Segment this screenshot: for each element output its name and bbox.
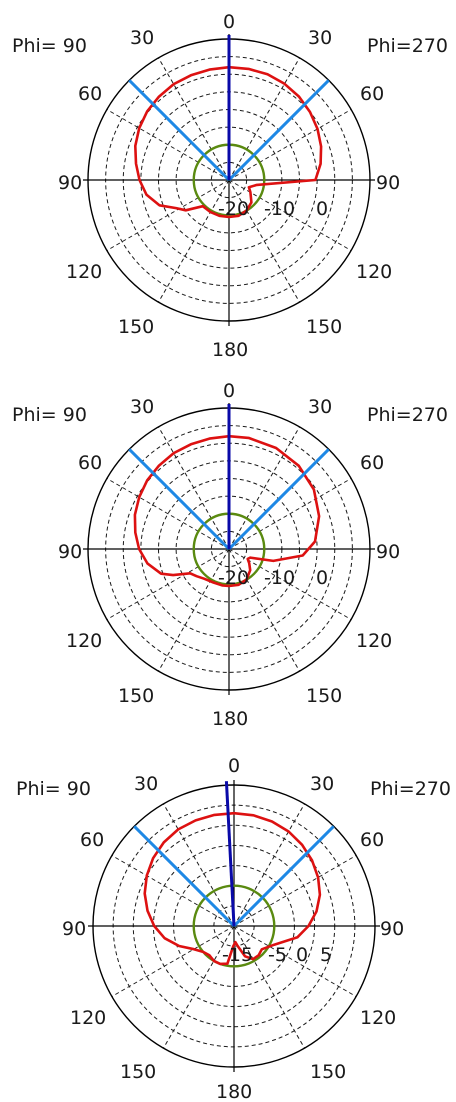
angle-label-30-right: 30	[310, 773, 334, 795]
plot-layer-1	[83, 34, 375, 326]
angle-label-60-right: 60	[360, 452, 384, 474]
grid-spoke	[158, 179, 230, 303]
polar-chart-1: Phi= 90 Phi=270 0 30 30 60 60 90 90 120 …	[12, 11, 448, 361]
angle-label-0: 0	[223, 11, 235, 33]
beam-line	[227, 448, 330, 551]
angle-label-150-left: 150	[120, 1061, 156, 1083]
radial-tick-label: 0	[316, 567, 328, 589]
radial-tick-label: 0	[316, 198, 328, 220]
angle-label-30-right: 30	[308, 396, 332, 418]
angle-label-60-left: 60	[80, 829, 104, 851]
angle-label-30-left: 30	[130, 27, 154, 49]
grid-spoke	[228, 57, 300, 181]
grid-spoke	[106, 478, 230, 550]
pattern-curve	[133, 434, 321, 588]
grid-spoke	[158, 57, 230, 181]
radial-tick-label: -20	[218, 567, 249, 589]
grid-spoke	[163, 803, 235, 927]
radial-tick-label: -10	[264, 567, 295, 589]
plot-layer-3	[88, 780, 380, 1072]
angle-label-0: 0	[228, 755, 240, 777]
angle-label-60-right: 60	[360, 83, 384, 105]
beam-line	[133, 825, 236, 928]
grid-spoke	[106, 548, 230, 620]
phi-right-label: Phi=270	[367, 35, 448, 57]
angle-label-90-left: 90	[58, 172, 82, 194]
angle-label-90-right: 90	[376, 172, 400, 194]
grid-spoke	[228, 426, 300, 550]
angle-label-0: 0	[223, 380, 235, 402]
radial-tick-label: -10	[264, 198, 295, 220]
angle-label-120-right: 120	[356, 630, 392, 652]
polar-chart-3: Phi= 90 Phi=270 0 30 30 60 60 90 90 120 …	[16, 755, 451, 1102]
grid-spoke	[158, 548, 230, 672]
angle-label-90-right: 90	[380, 918, 404, 940]
angle-label-120-left: 120	[66, 630, 102, 652]
grid-spoke	[228, 179, 300, 303]
angle-label-120-left: 120	[66, 261, 102, 283]
angle-label-120-right: 120	[356, 261, 392, 283]
grid-spoke	[111, 855, 235, 927]
grid-spoke	[163, 925, 235, 1049]
outer-ring	[92, 784, 376, 1068]
phi-left-label: Phi= 90	[16, 778, 91, 800]
phi-left-label: Phi= 90	[12, 35, 87, 57]
angle-label-90-right: 90	[376, 541, 400, 563]
polar-chart-2: Phi= 90 Phi=270 0 30 30 60 60 90 90 120 …	[12, 380, 448, 730]
radial-tick-label: -15	[222, 944, 253, 966]
angle-label-60-left: 60	[78, 452, 102, 474]
angle-label-150-right: 150	[310, 1061, 346, 1083]
grid-spoke	[158, 426, 230, 550]
grid-spoke	[233, 925, 305, 1049]
reference-ring	[192, 884, 276, 968]
grid-spoke	[228, 548, 300, 672]
beam-line	[128, 79, 231, 182]
radial-tick-label: 0	[296, 944, 308, 966]
angle-label-150-right: 150	[306, 685, 342, 707]
grid-spoke	[228, 478, 352, 550]
angle-label-90-left: 90	[58, 541, 82, 563]
angle-label-30-left: 30	[130, 396, 154, 418]
pattern-curve	[134, 65, 323, 219]
pointer-line	[224, 781, 236, 927]
angle-label-120-right: 120	[360, 1007, 396, 1029]
angle-label-60-left: 60	[78, 83, 102, 105]
angle-label-150-left: 150	[118, 316, 154, 338]
phi-right-label: Phi=270	[370, 778, 451, 800]
grid-spoke	[106, 179, 230, 251]
angle-label-180: 180	[212, 339, 248, 361]
grid-spoke	[228, 109, 352, 181]
grid-spoke	[233, 803, 305, 927]
plot-layer-2	[83, 403, 375, 695]
angle-label-150-left: 150	[118, 685, 154, 707]
radial-tick-label: 5	[320, 944, 332, 966]
beam-line	[232, 825, 335, 928]
grid-spoke	[106, 109, 230, 181]
phi-left-label: Phi= 90	[12, 404, 87, 426]
angle-label-30-right: 30	[308, 27, 332, 49]
beam-line	[227, 79, 330, 182]
beam-line	[128, 448, 231, 551]
radial-tick-label: -20	[218, 198, 249, 220]
radial-tick-label: -5	[268, 944, 287, 966]
grid-spoke	[111, 925, 235, 997]
angle-label-180: 180	[212, 708, 248, 730]
grid-spoke	[233, 855, 357, 927]
angle-label-30-left: 30	[134, 773, 158, 795]
phi-right-label: Phi=270	[367, 404, 448, 426]
pattern-curve	[143, 811, 322, 966]
angle-label-120-left: 120	[70, 1007, 106, 1029]
angle-label-60-right: 60	[360, 829, 384, 851]
angle-label-180: 180	[216, 1081, 252, 1102]
grid-spoke	[233, 925, 357, 997]
angle-label-150-right: 150	[306, 316, 342, 338]
angle-label-90-left: 90	[62, 918, 86, 940]
